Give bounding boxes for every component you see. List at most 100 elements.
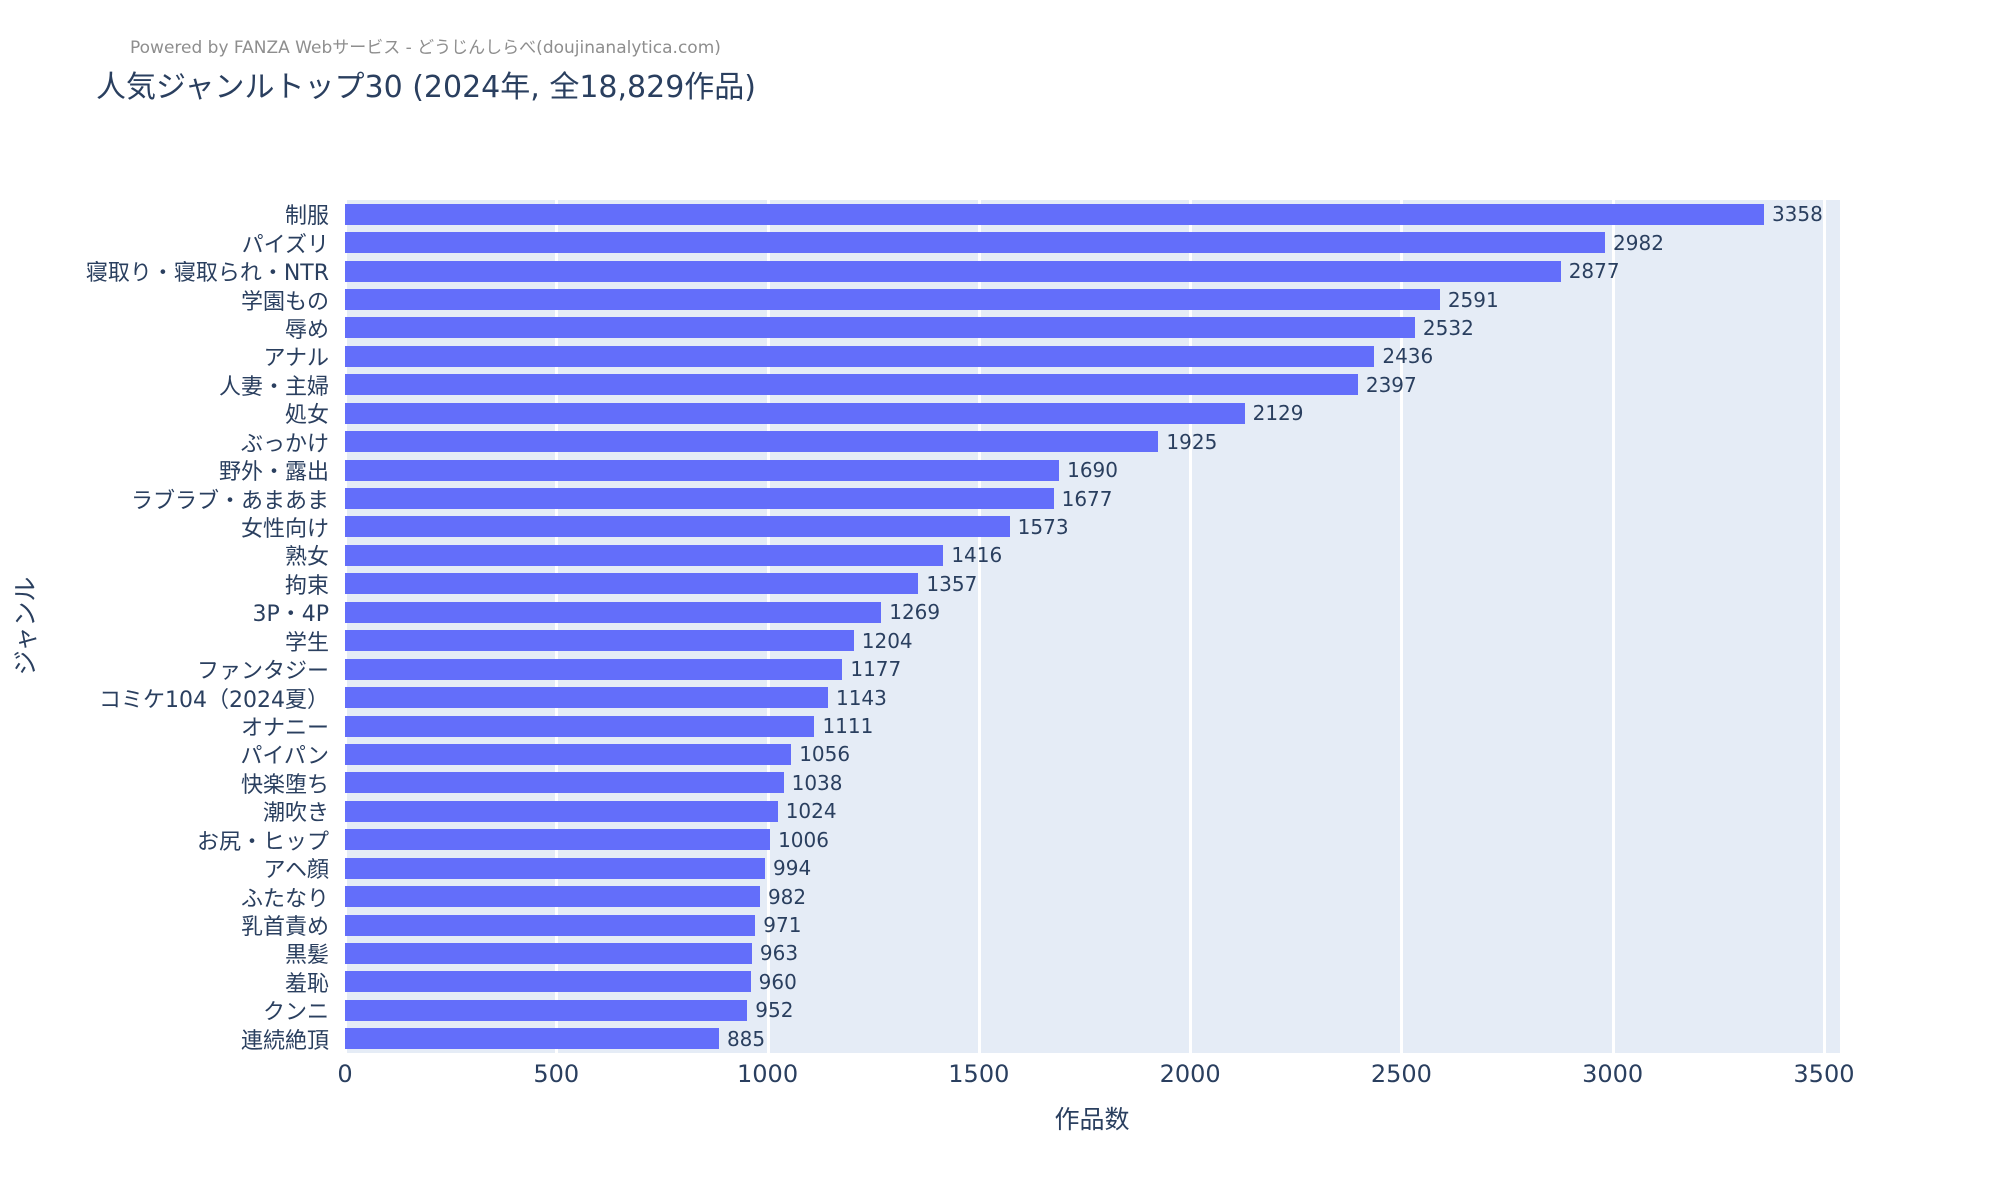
bar <box>345 203 1764 225</box>
y-tick-label: 学園もの <box>240 289 329 315</box>
y-tick-label: 寝取り・寝取られ・NTR <box>85 261 329 287</box>
x-tick-label: 3000 <box>1582 1060 1644 1088</box>
bar <box>345 658 843 680</box>
bar-row: 1038 <box>345 769 1840 797</box>
bar-value-label: 1111 <box>822 714 874 738</box>
bar-value-label: 952 <box>755 998 794 1023</box>
plot-area: 3358 2982 2877 2591 2532 2436 2397 2129 1925 1690… <box>344 200 1840 1053</box>
bar <box>345 829 771 851</box>
bar <box>345 687 828 709</box>
bar-row: 2877 <box>345 257 1840 285</box>
bar-row: 952 <box>345 996 1840 1024</box>
bar-row: 1204 <box>345 627 1840 655</box>
gridline-x-2000 <box>1189 200 1193 1053</box>
bar-value-label: 1416 <box>951 543 1003 568</box>
bar-row: 1690 <box>345 456 1840 484</box>
y-tick-label: 処女 <box>284 403 329 429</box>
bar-value-label: 2436 <box>1382 344 1434 369</box>
bar <box>345 488 1054 510</box>
bar-row: 885 <box>345 1025 1840 1053</box>
bar-row: 960 <box>345 968 1840 996</box>
bar <box>345 459 1060 481</box>
bar <box>345 914 756 936</box>
bar <box>345 1028 719 1050</box>
bar <box>345 715 815 737</box>
gridline-x-3500 <box>1822 200 1826 1053</box>
bar <box>345 772 784 794</box>
x-tick-label: 500 <box>533 1060 580 1088</box>
y-tick-label: 快楽堕ち <box>240 772 329 798</box>
bar-value-label: 1038 <box>791 770 843 795</box>
y-axis-tick-labels: 制服 パイズリ寝取り・寝取られ・NTR 学園もの 辱めアナル 人妻・主婦処女 ぶっかけ野外… <box>0 200 337 1054</box>
y-tick-label: 黒髪 <box>284 943 329 969</box>
bar-row: 1111 <box>345 712 1840 740</box>
bar <box>345 374 1358 396</box>
bar-row: 1677 <box>345 484 1840 512</box>
bar-row: 2129 <box>345 399 1840 427</box>
bar-row: 1357 <box>345 570 1840 598</box>
y-tick-label: 辱め <box>284 317 329 343</box>
bar-row: 1143 <box>345 683 1840 711</box>
y-tick-label: 3P・4P <box>252 602 329 628</box>
bar-value-label: 2982 <box>1613 230 1664 255</box>
x-tick-label: 1000 <box>737 1060 799 1088</box>
bar-row: 1573 <box>345 513 1840 541</box>
bar <box>345 886 760 908</box>
y-tick-label: ふたなり <box>240 886 329 912</box>
bar-value-label: 963 <box>759 941 799 966</box>
bar <box>345 800 778 822</box>
bar-value-label: 885 <box>726 1026 766 1051</box>
y-tick-label: ファンタジー <box>196 659 329 685</box>
powered-by-annotation: Powered by FANZA Webサービス - どうじんしらべ(douji… <box>130 38 721 58</box>
x-axis-tick-labels: 0 500 1000 1500 2000 2500 3000 3500 <box>337 1060 1854 1092</box>
y-tick-label: 羞恥 <box>284 971 329 997</box>
bar <box>345 345 1375 367</box>
y-tick-label: 女性向け <box>240 516 329 542</box>
bar-value-label: 994 <box>773 856 812 881</box>
bar-value-label: 1056 <box>799 742 851 767</box>
bar <box>345 857 766 879</box>
x-tick-label: 0 <box>337 1060 353 1088</box>
gridline-x-500 <box>555 200 559 1053</box>
y-tick-label: パイズリ <box>241 232 329 258</box>
bar-value-label: 982 <box>767 884 807 909</box>
bar-value-label: 1269 <box>889 600 941 625</box>
gridline-x-2500 <box>1400 200 1404 1053</box>
bar <box>345 544 944 566</box>
bar-value-label: 1357 <box>926 571 978 596</box>
y-tick-label: 制服 <box>284 204 329 230</box>
bar-row: 971 <box>345 911 1840 939</box>
y-tick-label: ラブラブ・あまあま <box>130 488 329 514</box>
y-tick-label: 人妻・主婦 <box>218 374 329 400</box>
bar-row: 2397 <box>345 371 1840 399</box>
bar-row: 1177 <box>345 655 1840 683</box>
bar <box>345 516 1010 538</box>
bar-row: 3358 <box>345 200 1840 228</box>
y-tick-label: 拘束 <box>284 573 329 599</box>
bar-value-label: 960 <box>758 969 797 994</box>
y-tick-label: アナル <box>263 346 329 372</box>
y-tick-label: パイパン <box>240 744 329 770</box>
bar-value-label: 3358 <box>1771 202 1823 227</box>
bar <box>345 971 751 993</box>
bar <box>345 232 1606 254</box>
bar-row: 2591 <box>345 285 1840 313</box>
y-tick-label: アヘ顔 <box>263 858 329 884</box>
y-tick-label: 潮吹き <box>262 801 329 827</box>
y-tick-label: 野外・露出 <box>218 460 329 486</box>
x-tick-label: 2000 <box>1159 1060 1221 1088</box>
y-tick-label: 連続絶頂 <box>240 1028 329 1054</box>
gridline-x-0 <box>344 200 347 1053</box>
bar-value-label: 2129 <box>1252 401 1304 426</box>
bar-row: 2982 <box>345 228 1840 256</box>
bar-row: 1925 <box>345 427 1840 455</box>
bar <box>345 743 792 765</box>
y-tick-label: ぶっかけ <box>240 431 329 457</box>
bar-value-label: 2591 <box>1447 287 1499 312</box>
bar-row: 1024 <box>345 797 1840 825</box>
chart-title: 人気ジャンルトップ30 (2024年, 全18,829作品) <box>96 70 757 105</box>
y-tick-label: コミケ104（2024夏） <box>99 687 329 713</box>
bar-value-label: 1925 <box>1166 429 1218 454</box>
x-tick-label: 1500 <box>948 1060 1010 1088</box>
